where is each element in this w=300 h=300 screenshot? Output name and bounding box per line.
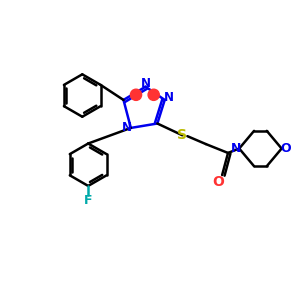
Text: O: O — [213, 175, 224, 188]
Text: N: N — [122, 122, 132, 134]
Circle shape — [148, 89, 159, 100]
Text: F: F — [84, 194, 92, 207]
Text: O: O — [281, 142, 291, 155]
Text: N: N — [164, 91, 174, 104]
Text: N: N — [230, 142, 241, 155]
Circle shape — [130, 89, 142, 100]
Text: N: N — [141, 77, 151, 90]
Text: S: S — [177, 128, 188, 142]
